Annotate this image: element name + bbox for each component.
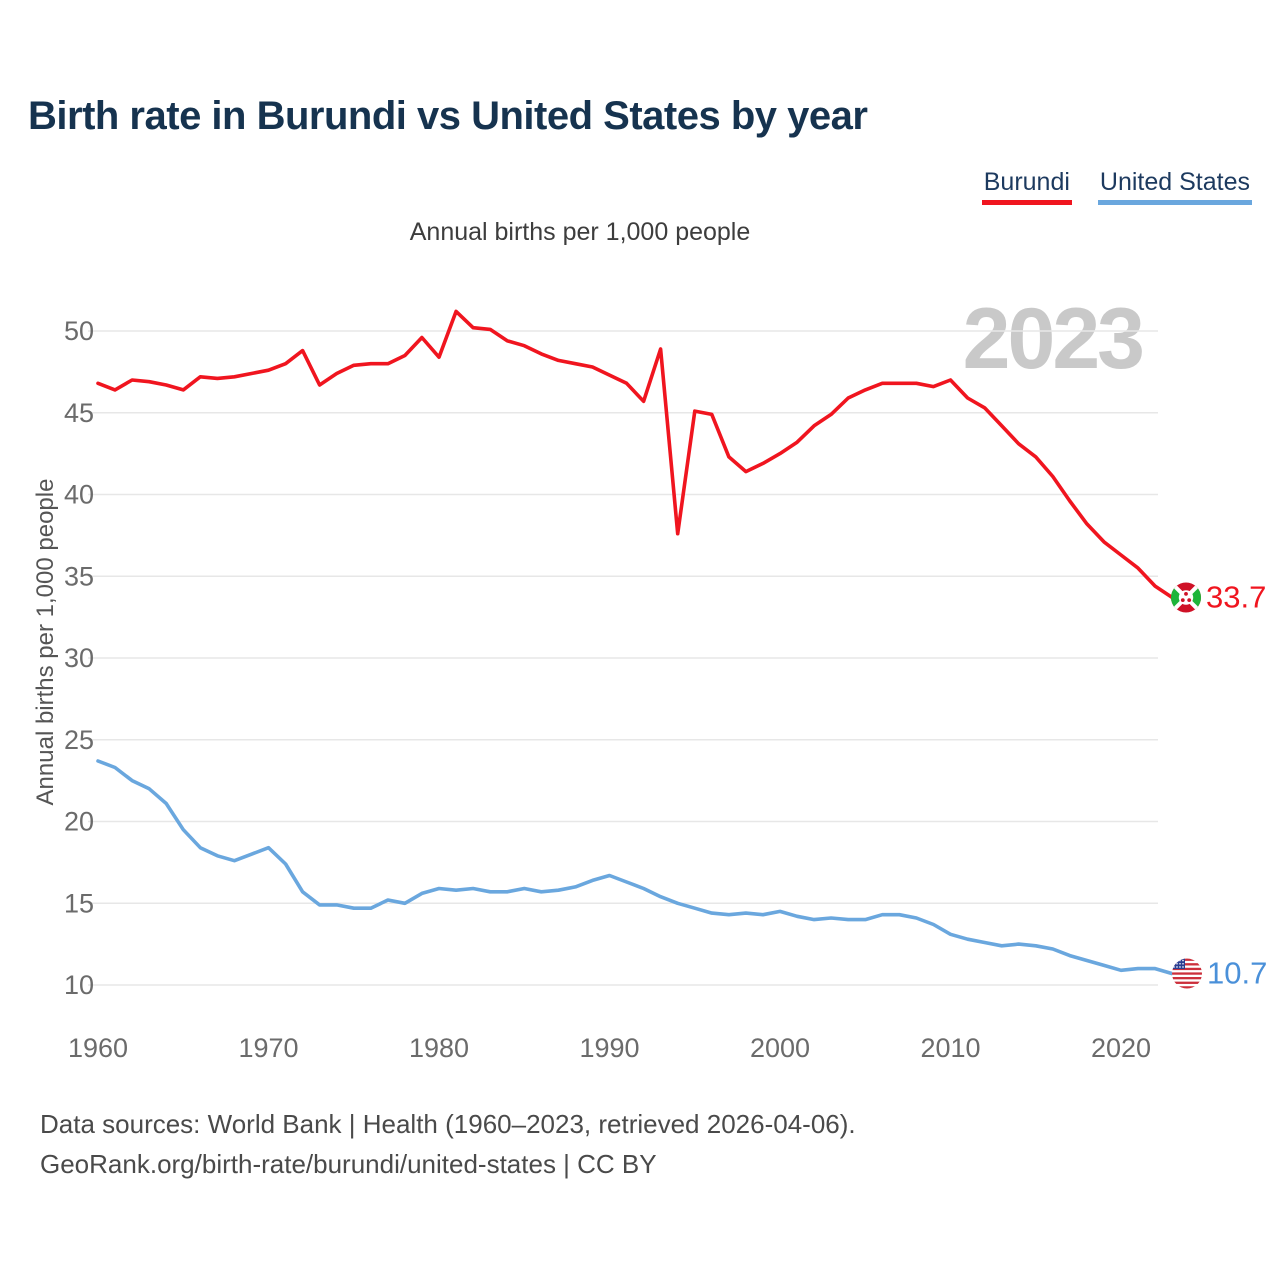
us-flag-part xyxy=(1172,958,1202,961)
x-tick-label-1980: 1980 xyxy=(409,1033,469,1063)
burundi-flag-part xyxy=(1184,592,1188,596)
chart-subtitle: Annual births per 1,000 people xyxy=(409,218,751,246)
line-series-burundi xyxy=(96,309,1188,600)
page-title: Birth rate in Burundi vs United States b… xyxy=(28,94,868,138)
us-flag-part xyxy=(1176,959,1178,962)
legend-color-bar-united-states xyxy=(1097,200,1252,205)
y-tick-label-25: 25 xyxy=(64,725,94,755)
y-tick-label-20: 20 xyxy=(64,807,94,837)
us-flag-part xyxy=(1182,962,1184,965)
legend-color-bar-burundi xyxy=(981,200,1072,205)
watermark-year: 2023 xyxy=(963,291,1142,387)
legend-label-united-states: United States xyxy=(1099,168,1250,196)
us-flag-part xyxy=(1172,972,1202,975)
x-tick-label-1960: 1960 xyxy=(68,1033,128,1063)
x-tick-label-2020: 2020 xyxy=(1091,1033,1151,1063)
us-flag-part xyxy=(1173,966,1175,968)
y-tick-label-40: 40 xyxy=(64,480,94,510)
legend-item-burundi[interactable]: Burundi xyxy=(981,168,1072,205)
us-flag-icon xyxy=(1172,958,1202,989)
y-tick-label-15: 15 xyxy=(64,888,94,918)
footer-attribution-link[interactable]: GeoRank.org/birth-rate/burundi/united-st… xyxy=(40,1149,657,1179)
x-tick-label-1970: 1970 xyxy=(238,1033,298,1063)
burundi-flag-part xyxy=(1186,582,1201,613)
us-flag-part xyxy=(1172,981,1202,984)
footer-data-sources: Data sources: World Bank | Health (1960–… xyxy=(40,1109,856,1139)
burundi-flag-part xyxy=(1187,598,1192,603)
line-series-united-states xyxy=(96,759,1188,976)
y-tick-label-50: 50 xyxy=(64,316,94,346)
us-flag-part xyxy=(1182,959,1184,962)
us-flag-part xyxy=(1176,962,1178,965)
us-flag-part xyxy=(1179,962,1181,965)
us-flag-part xyxy=(1172,967,1202,971)
us-flag-part xyxy=(1179,959,1181,962)
legend-item-united-states[interactable]: United States xyxy=(1097,168,1252,205)
burundi-flag-part xyxy=(1171,582,1186,613)
us-flag-part xyxy=(1182,966,1184,968)
end-label-united-states: 10.7 xyxy=(1207,956,1267,991)
us-flag-part xyxy=(1173,959,1175,962)
end-label-burundi: 33.7 xyxy=(1206,580,1266,615)
legend-label-burundi: Burundi xyxy=(983,168,1070,196)
us-flag-part xyxy=(1179,966,1181,968)
x-tick-label-2000: 2000 xyxy=(750,1033,810,1063)
y-tick-label-35: 35 xyxy=(64,561,94,591)
x-tick-label-2010: 2010 xyxy=(920,1033,980,1063)
y-tick-label-10: 10 xyxy=(64,970,94,1000)
us-flag-part xyxy=(1176,966,1178,968)
y-tick-label-45: 45 xyxy=(64,398,94,428)
us-flag-part xyxy=(1173,962,1175,965)
y-tick-label-30: 30 xyxy=(64,643,94,673)
footer: Data sources: World Bank | Health (1960–… xyxy=(40,1104,856,1184)
us-flag-part xyxy=(1172,958,1185,970)
burundi-flag-part xyxy=(1180,598,1185,603)
x-tick-label-1990: 1990 xyxy=(579,1033,639,1063)
burundi-flag-icon xyxy=(1171,582,1201,613)
us-flag-part xyxy=(1172,977,1202,980)
us-flag-part xyxy=(1172,986,1202,989)
us-flag-part xyxy=(1172,963,1202,966)
legend: Burundi United States xyxy=(981,168,1252,205)
